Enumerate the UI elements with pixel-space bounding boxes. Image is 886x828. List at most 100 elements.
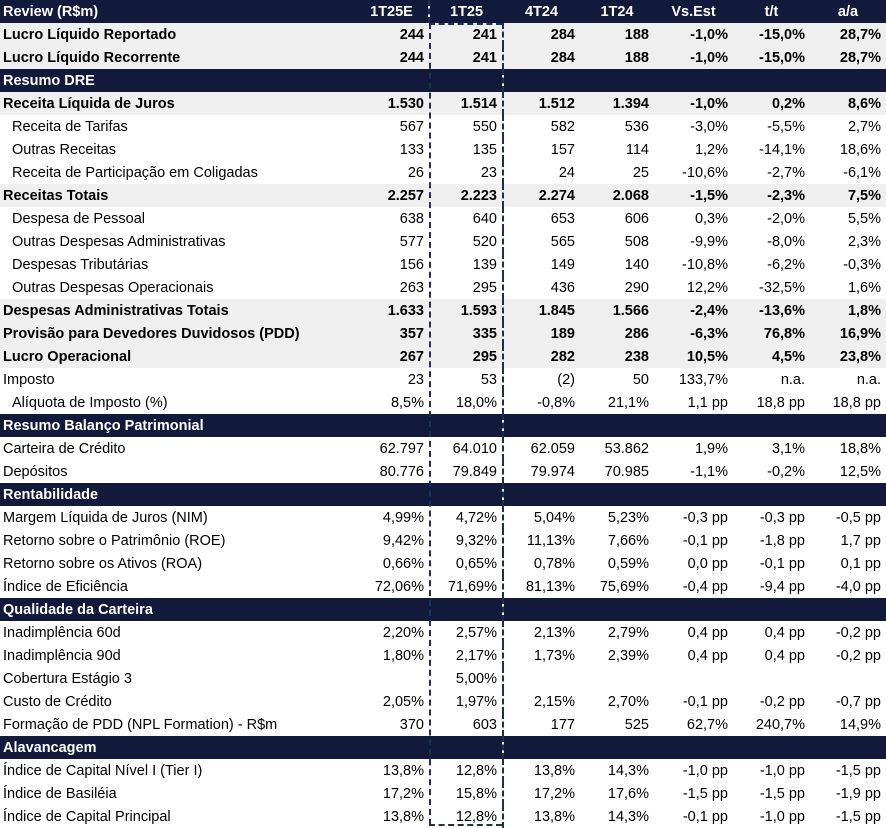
row-value: 177 [550, 716, 575, 733]
row-value: -1,0% [654, 92, 733, 115]
section-filler-cell [733, 69, 810, 92]
header-vs-est: Vs.Est [654, 0, 733, 23]
row-value: -4,0 pp [835, 578, 881, 595]
row-value: 14,9% [839, 716, 881, 733]
row-value: 188 [580, 46, 654, 69]
row-value: -8,0% [767, 233, 805, 250]
row-value: 2.274 [503, 184, 580, 207]
section-filler-cell [503, 598, 580, 621]
table-row: Lucro Líquido Reportado 244 241 284 188 -1,0%… [0, 23, 886, 46]
row-value: 23,8% [810, 345, 886, 368]
row-label: Retorno sobre os Ativos (ROA) [3, 555, 203, 572]
row-value: 23 [407, 371, 424, 388]
row-value: 8,6% [810, 92, 886, 115]
row-value: -2,7% [767, 164, 805, 181]
row-value: 62,7% [686, 716, 728, 733]
row-value: 2,13% [533, 624, 575, 641]
row-value [654, 667, 733, 690]
row-value: 17,2% [382, 785, 424, 802]
table-row: Despesa de Pessoal 638 640 653 606 0,3% -2,0% 5… [0, 207, 886, 230]
table-header-row: Review (R$m) 1T25E 1T25 4T24 1T24 Vs.Est… [0, 0, 886, 23]
row-value [503, 667, 580, 690]
row-value: 71,69% [429, 575, 504, 598]
row-value: 12,8% [429, 759, 504, 782]
row-value: 17,6% [607, 785, 649, 802]
row-value: 2,39% [607, 647, 649, 664]
row-value: -1,5 pp [835, 762, 881, 779]
table-row: Outras Despesas Operacionais 263 295 436 290… [0, 276, 886, 299]
row-label: Receitas Totais [0, 184, 355, 207]
row-value: 240,7% [755, 716, 805, 733]
row-label: Formação de PDD (NPL Formation) - R$m [3, 716, 278, 733]
row-value: 241 [429, 46, 504, 69]
row-value: 140 [624, 256, 649, 273]
row-value: 1,9% [694, 440, 728, 457]
row-value: 0,0 pp [687, 555, 728, 572]
row-value: 5,23% [607, 509, 649, 526]
table-row: Índice de Capital Nível I (Tier I) 13,8% 1… [0, 759, 886, 782]
section-filler-cell [503, 736, 580, 759]
row-value: 70.985 [604, 463, 649, 480]
row-value: -6,3% [654, 322, 733, 345]
row-value: 72,06% [374, 578, 424, 595]
section-filler-cell [355, 483, 429, 506]
row-value: 640 [429, 207, 504, 230]
row-value: 1,8% [810, 299, 886, 322]
section-filler-cell [733, 736, 810, 759]
row-value: 14,3% [607, 762, 649, 779]
row-value: 76,8% [733, 322, 810, 345]
table-row: Despesas Tributárias 156 139 149 140 -10,8% -6… [0, 253, 886, 276]
row-value: 295 [429, 276, 504, 299]
row-value: 520 [429, 230, 504, 253]
header-1t25: 1T25 [429, 0, 503, 23]
row-value: 2,7% [847, 118, 881, 135]
table-row: Outras Despesas Administrativas 577 520 565… [0, 230, 886, 253]
section-filler-cell [810, 736, 886, 759]
table-row: Receita Líquida de Juros 1.530 1.514 1.512 1… [0, 92, 886, 115]
section-filler-cell [733, 414, 810, 437]
row-value: 81,13% [525, 578, 575, 595]
row-value: 135 [429, 138, 504, 161]
row-value: 0,65% [429, 552, 504, 575]
row-value: -6,1% [843, 164, 881, 181]
row-value: 536 [624, 118, 649, 135]
row-value: 26 [407, 164, 424, 181]
row-value: -0,1 pp [682, 808, 728, 825]
table-row: Índice de Capital Principal 13,8% 12,8% 13,… [0, 805, 886, 828]
section-filler-cell [810, 483, 886, 506]
row-value: -1,0 pp [759, 762, 805, 779]
row-value: 565 [550, 233, 575, 250]
row-value: 18,6% [839, 141, 881, 158]
section-filler-cell [503, 414, 580, 437]
row-value: 5,5% [847, 210, 881, 227]
section-title: Resumo DRE [0, 69, 355, 92]
row-value: -15,0% [733, 23, 810, 46]
row-value: 2.068 [580, 184, 654, 207]
row-value: 582 [550, 118, 575, 135]
row-value: 13,8% [382, 808, 424, 825]
section-filler-cell [654, 598, 733, 621]
row-value: 4,72% [429, 506, 504, 529]
row-value: 13,8% [533, 808, 575, 825]
section-title: Alavancagem [0, 736, 355, 759]
row-value: -1,9 pp [835, 785, 881, 802]
row-value: 2.223 [429, 184, 504, 207]
row-value: -1,0 pp [682, 762, 728, 779]
table-row: Custo de Crédito 2,05% 1,97% 2,15% 2,70% -0,1… [0, 690, 886, 713]
row-value: 2,70% [607, 693, 649, 710]
row-value: 9,32% [429, 529, 504, 552]
section-header-row: Resumo DRE [0, 69, 886, 92]
header-t-t: t/t [733, 0, 810, 23]
row-value: 284 [503, 23, 580, 46]
row-value: 0,4 pp [764, 647, 805, 664]
row-value: -2,4% [654, 299, 733, 322]
row-value: 5,00% [429, 667, 504, 690]
row-value: -6,2% [767, 256, 805, 273]
row-value: -0,3 pp [682, 509, 728, 526]
row-value: 290 [624, 279, 649, 296]
row-value: -0,2 pp [835, 647, 881, 664]
row-value: -2,0% [767, 210, 805, 227]
table-row: Receita de Tarifas 567 550 582 536 -3,0% -5,5%… [0, 115, 886, 138]
section-filler-cell [810, 69, 886, 92]
row-value: 13,8% [533, 762, 575, 779]
